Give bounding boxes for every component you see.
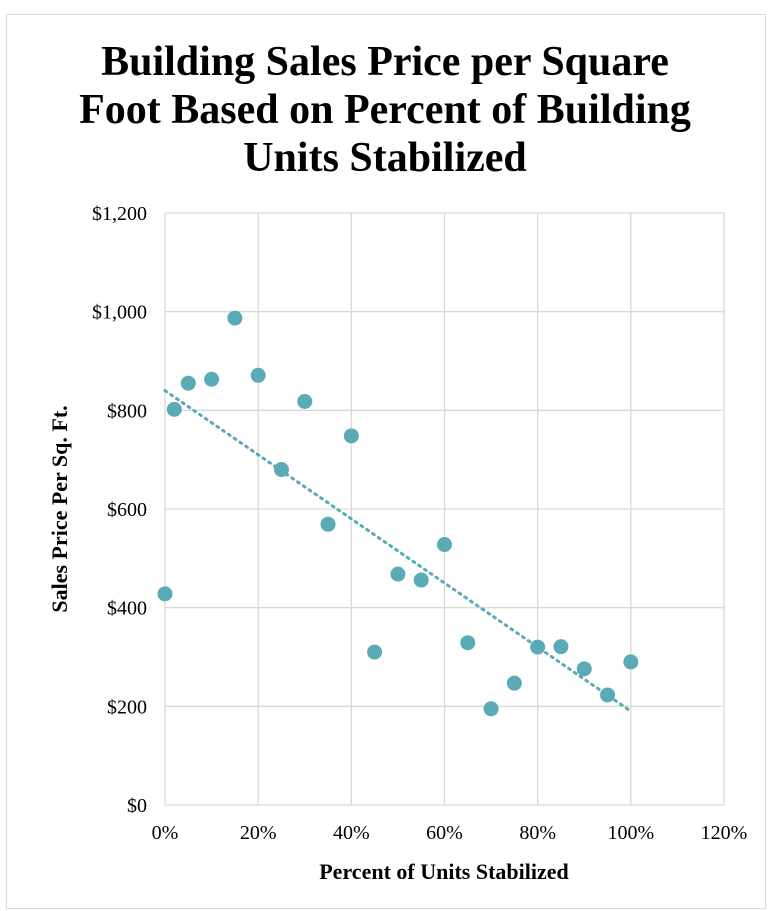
data-point [204,371,220,387]
x-tick-label: 60% [426,822,463,844]
data-point [460,635,476,651]
data-points [157,310,639,717]
data-point [506,675,522,691]
chart-title: Building Sales Price per Square Foot Bas… [79,39,691,181]
trendline [163,389,633,713]
y-tick-label: $1,200 [92,203,147,225]
data-point [273,462,289,478]
data-point [576,661,592,677]
tick-labels: $0 $200 $400 $600 $800 $1,000 $1,200 0% 20% 40% 60… [92,203,747,844]
x-tick-label: 120% [701,822,748,844]
data-point [250,367,266,383]
x-tick-label: 80% [519,822,556,844]
data-point [530,639,546,655]
y-tick-label: $1,000 [92,302,147,324]
data-point [367,644,383,660]
data-point [297,393,313,409]
data-point [157,586,173,602]
data-point [180,375,196,391]
data-point [600,687,616,703]
chart-border [6,14,766,909]
y-tick-label: $400 [107,598,147,620]
data-point [166,401,182,417]
y-tick-label: $800 [107,400,147,422]
data-point [413,572,429,588]
x-tick-label: 100% [607,822,654,844]
data-point [390,566,406,582]
data-point [320,516,336,532]
x-tick-label: 0% [152,822,179,844]
x-tick-label: 20% [240,822,277,844]
data-point [553,639,569,655]
y-tick-label: $0 [127,795,147,817]
trendline-layer [163,389,633,713]
data-point [437,537,452,553]
data-point [623,654,639,670]
x-axis-title: Percent of Units Stabilized [319,859,569,884]
y-tick-label: $600 [107,499,147,521]
y-tick-label: $200 [107,696,147,718]
data-point [483,701,499,717]
gridlines [164,212,725,806]
x-tick-label: 40% [333,822,370,844]
data-point [227,310,243,326]
data-point [343,428,359,444]
y-axis-title: Sales Price Per Sq. Ft. [47,405,72,612]
